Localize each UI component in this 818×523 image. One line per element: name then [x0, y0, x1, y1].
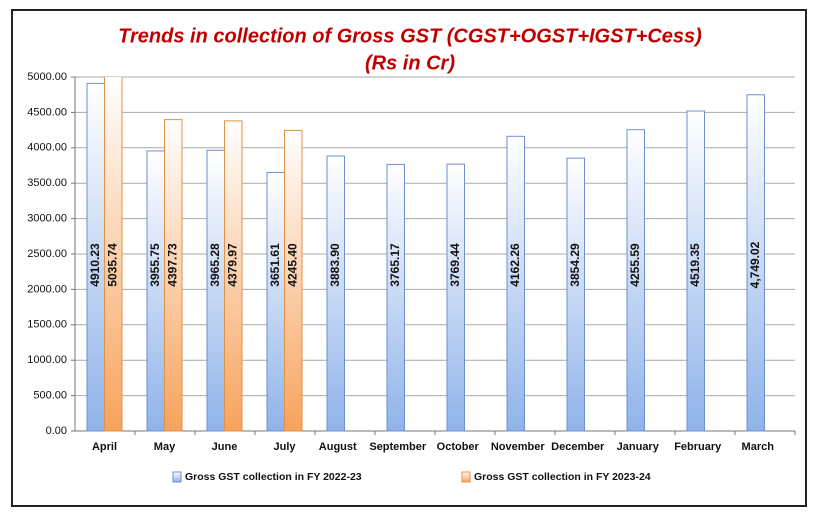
data-label: 4910.23: [88, 243, 102, 287]
data-label: 4519.35: [688, 243, 702, 287]
data-label: 3765.17: [388, 243, 402, 287]
data-label: 4162.26: [508, 243, 522, 287]
chart-subtitle: (Rs in Cr): [365, 52, 455, 74]
legend-label: Gross GST collection in FY 2022-23: [185, 471, 362, 483]
y-tick-label: 1500.00: [27, 319, 67, 331]
y-tick-label: 4500.00: [27, 106, 67, 118]
y-tick-label: 0.00: [46, 425, 67, 437]
bar: [506, 135, 525, 432]
x-tick-label: January: [617, 441, 660, 453]
data-label: 3651.61: [268, 243, 282, 287]
y-tick-label: 500.00: [33, 390, 67, 402]
chart-title: Trends in collection of Gross GST (CGST+…: [118, 25, 702, 47]
data-label: 4397.73: [165, 243, 179, 287]
legend-label: Gross GST collection in FY 2023-24: [474, 471, 651, 483]
x-tick-label: July: [273, 441, 296, 453]
y-tick-label: 4000.00: [27, 142, 67, 154]
bar: [284, 129, 303, 432]
bar: [446, 163, 465, 432]
bar: [326, 155, 345, 432]
y-tick-label: 2000.00: [27, 283, 67, 295]
bar: [224, 120, 243, 432]
data-label: 3883.90: [328, 243, 342, 287]
x-tick-label: December: [551, 441, 605, 453]
data-label: 3769.44: [448, 243, 462, 287]
data-label: 3965.28: [208, 243, 222, 287]
y-tick-label: 1000.00: [27, 354, 67, 366]
bar: [386, 163, 405, 432]
x-tick-label: June: [212, 441, 238, 453]
y-tick-label: 3000.00: [27, 213, 67, 225]
bar: [626, 129, 645, 432]
x-tick-label: October: [437, 441, 480, 453]
bar: [206, 149, 225, 432]
x-tick-label: April: [92, 441, 117, 453]
data-label: 4,749.02: [748, 241, 762, 288]
bar: [146, 150, 165, 432]
data-label: 4379.97: [225, 243, 239, 287]
bar: [566, 157, 585, 432]
data-label: 5035.74: [105, 243, 119, 287]
y-tick-label: 2500.00: [27, 248, 67, 260]
y-tick-label: 5000.00: [27, 71, 67, 83]
data-label: 3854.29: [568, 243, 582, 287]
x-tick-label: May: [154, 441, 176, 453]
bar: [686, 110, 705, 432]
bar: [104, 77, 123, 432]
chart-frame: [11, 9, 807, 507]
bar: [266, 171, 285, 432]
bar: [164, 119, 183, 432]
data-label: 3955.75: [148, 243, 162, 287]
legend-swatch: [461, 471, 471, 483]
x-tick-label: March: [742, 441, 775, 453]
data-label: 4245.40: [285, 243, 299, 287]
bar: [746, 94, 765, 432]
x-tick-label: September: [369, 441, 427, 453]
x-tick-label: August: [319, 441, 357, 453]
legend-swatch: [172, 471, 182, 483]
data-label: 4255.59: [628, 243, 642, 287]
x-tick-label: November: [491, 441, 546, 453]
y-tick-label: 3500.00: [27, 177, 67, 189]
x-tick-label: February: [674, 441, 722, 453]
